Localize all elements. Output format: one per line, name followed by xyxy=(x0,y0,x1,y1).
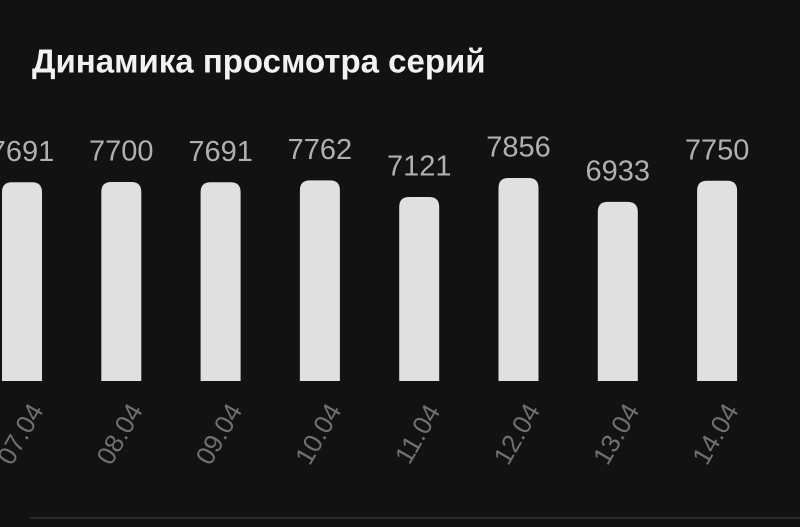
bar xyxy=(2,182,42,381)
value-label: 7700 xyxy=(89,136,154,168)
value-label: 7691 xyxy=(0,136,54,168)
bar xyxy=(299,180,340,381)
bar xyxy=(101,182,142,381)
bar xyxy=(697,180,738,381)
value-label: 7762 xyxy=(288,134,353,166)
value-label: 7691 xyxy=(188,136,253,168)
bar xyxy=(200,182,241,381)
value-label: 7856 xyxy=(486,132,551,164)
bar xyxy=(597,201,638,381)
bar xyxy=(498,178,539,381)
value-label: 7750 xyxy=(685,134,750,166)
value-label: 6933 xyxy=(586,156,651,188)
value-label: 7121 xyxy=(387,151,452,183)
bar xyxy=(399,196,440,381)
chart-title: Динамика просмотра серий xyxy=(32,43,486,80)
